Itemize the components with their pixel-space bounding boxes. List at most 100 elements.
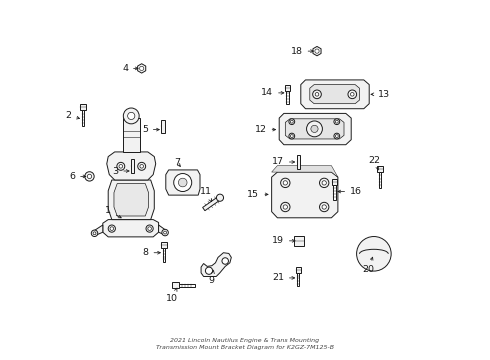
Text: 2021 Lincoln Nautilus Engine & Trans Mounting
Transmission Mount Bracket Diagram: 2021 Lincoln Nautilus Engine & Trans Mou…	[156, 338, 334, 350]
Circle shape	[335, 120, 338, 123]
Circle shape	[315, 49, 319, 53]
Circle shape	[85, 172, 94, 181]
Text: 2: 2	[66, 111, 79, 120]
Circle shape	[205, 267, 213, 274]
Bar	[286, 91, 289, 104]
Polygon shape	[203, 196, 221, 211]
Circle shape	[146, 225, 153, 232]
Polygon shape	[285, 119, 344, 139]
Text: 5: 5	[142, 125, 159, 134]
Circle shape	[87, 174, 92, 179]
Circle shape	[217, 194, 223, 201]
Circle shape	[110, 227, 114, 230]
Text: 17: 17	[272, 157, 294, 166]
Bar	[131, 159, 134, 173]
Bar	[285, 85, 290, 91]
Polygon shape	[95, 225, 103, 236]
Text: 16: 16	[338, 187, 362, 196]
Text: 9: 9	[208, 270, 215, 284]
Circle shape	[281, 202, 290, 212]
Circle shape	[335, 135, 338, 138]
Circle shape	[291, 135, 293, 138]
Polygon shape	[279, 113, 351, 145]
Bar	[333, 185, 336, 200]
Polygon shape	[301, 80, 369, 109]
Text: 19: 19	[272, 236, 295, 246]
Text: 10: 10	[167, 288, 178, 302]
Polygon shape	[271, 172, 338, 218]
Circle shape	[289, 133, 294, 139]
Bar	[122, 118, 140, 152]
Polygon shape	[310, 85, 360, 104]
Bar	[172, 282, 179, 288]
Text: 8: 8	[143, 248, 160, 257]
Circle shape	[162, 229, 169, 236]
Text: 14: 14	[261, 88, 284, 97]
Circle shape	[108, 225, 116, 232]
Circle shape	[334, 133, 340, 139]
Bar	[80, 104, 86, 111]
Text: 6: 6	[69, 172, 86, 181]
Bar	[297, 273, 299, 286]
Circle shape	[222, 258, 228, 264]
Circle shape	[119, 165, 122, 168]
Circle shape	[148, 227, 151, 230]
Text: 18: 18	[291, 46, 314, 55]
Circle shape	[123, 108, 139, 124]
Text: 15: 15	[247, 190, 268, 199]
Polygon shape	[108, 180, 154, 220]
Bar	[162, 242, 167, 248]
Polygon shape	[114, 184, 148, 216]
Circle shape	[127, 112, 135, 120]
Circle shape	[283, 205, 288, 209]
Polygon shape	[103, 220, 159, 237]
Circle shape	[319, 178, 329, 188]
Text: 12: 12	[255, 125, 275, 134]
Circle shape	[348, 90, 357, 99]
Circle shape	[283, 181, 288, 185]
Circle shape	[140, 66, 144, 71]
Text: 11: 11	[200, 187, 212, 202]
Bar	[377, 166, 383, 172]
Circle shape	[291, 120, 293, 123]
Bar	[179, 284, 195, 287]
Polygon shape	[201, 253, 231, 276]
Bar	[294, 236, 304, 246]
Circle shape	[334, 119, 340, 125]
Circle shape	[178, 178, 187, 187]
Circle shape	[357, 237, 391, 271]
Bar	[379, 172, 381, 188]
Bar	[332, 179, 337, 185]
Text: 13: 13	[371, 90, 391, 99]
Circle shape	[313, 90, 321, 99]
Circle shape	[322, 181, 326, 185]
Text: 21: 21	[272, 274, 294, 282]
Circle shape	[138, 162, 146, 170]
Circle shape	[311, 125, 318, 132]
Circle shape	[93, 232, 96, 235]
Bar	[161, 120, 165, 133]
Circle shape	[319, 202, 329, 212]
Circle shape	[174, 174, 192, 192]
Text: 22: 22	[368, 156, 380, 170]
Text: 3: 3	[112, 166, 129, 175]
Text: 1: 1	[105, 206, 121, 218]
Bar	[163, 248, 165, 262]
Bar	[82, 111, 84, 126]
Polygon shape	[271, 166, 338, 177]
Text: 4: 4	[122, 64, 138, 73]
Circle shape	[164, 231, 167, 234]
Text: 7: 7	[174, 158, 180, 167]
Circle shape	[307, 121, 322, 137]
Polygon shape	[107, 152, 156, 180]
Polygon shape	[138, 64, 146, 73]
Circle shape	[350, 93, 354, 96]
Bar	[297, 155, 300, 169]
Polygon shape	[313, 46, 321, 56]
Circle shape	[117, 162, 125, 170]
Circle shape	[91, 230, 98, 237]
Circle shape	[289, 119, 294, 125]
Polygon shape	[166, 170, 200, 195]
Bar	[296, 267, 300, 273]
Polygon shape	[159, 225, 165, 235]
